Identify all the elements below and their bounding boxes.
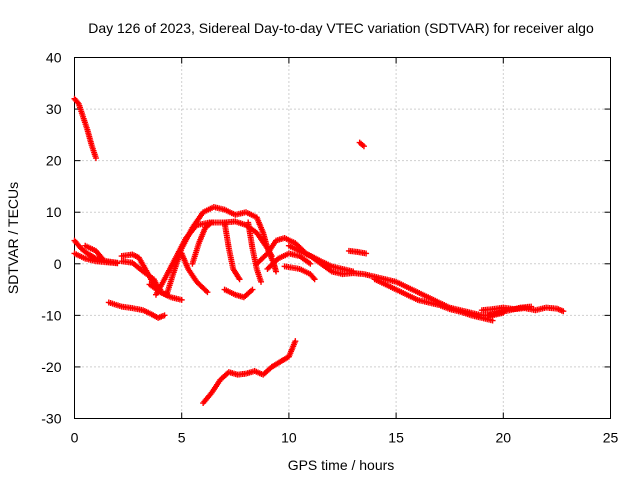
series-arc23 (345, 247, 370, 257)
data-point (208, 219, 215, 226)
series-arc15 (245, 219, 265, 285)
x-tick-label: 5 (178, 430, 186, 446)
data-point (273, 268, 280, 275)
data-point (310, 274, 317, 281)
y-tick-label: 0 (54, 256, 62, 272)
grid (74, 57, 611, 419)
series-arc12 (189, 219, 215, 267)
data-point (560, 308, 567, 315)
data-point (207, 220, 214, 227)
data-point (98, 254, 105, 261)
data-point (99, 255, 106, 262)
data-point (114, 260, 121, 267)
y-tick-label: 20 (46, 153, 62, 169)
data-point (178, 296, 185, 303)
y-tick-label: -20 (41, 359, 61, 375)
series-arc7 (146, 281, 185, 303)
data-point (161, 312, 168, 319)
series-arc18 (281, 263, 318, 283)
data-point (249, 286, 256, 293)
y-tick-label: -30 (41, 411, 61, 427)
data-point (258, 278, 265, 285)
x-tick-label: 25 (603, 430, 619, 446)
ticks: 0 5 10 15 20 25 -30 -20 -10 0 10 20 30 40 (41, 50, 618, 446)
x-tick-label: 15 (388, 430, 404, 446)
series-arc22 (485, 303, 535, 319)
series-arc10 (152, 218, 280, 298)
plot-frame (74, 57, 611, 419)
x-tick-label: 20 (496, 430, 512, 446)
series-arc21 (478, 304, 567, 315)
data-point (363, 250, 370, 257)
data-point (204, 289, 211, 296)
series-arc17 (264, 250, 314, 272)
data-point (74, 99, 81, 106)
series-arc3 (71, 250, 121, 267)
y-tick-label: -10 (41, 307, 61, 323)
data-point (489, 317, 496, 324)
data-point (236, 276, 243, 283)
data-point (311, 276, 318, 283)
series-arc13 (221, 219, 243, 283)
data-point (292, 338, 299, 345)
data-point (307, 260, 314, 267)
data-point (528, 303, 535, 310)
x-axis-label: GPS time / hours (288, 457, 395, 473)
data-point (360, 143, 367, 150)
series-arc14 (221, 286, 256, 301)
series-arc20 (371, 276, 496, 324)
y-tick-label: 30 (46, 101, 62, 117)
series-arc24 (356, 139, 367, 150)
x-tick-label: 10 (281, 430, 297, 446)
series-arc25 (200, 338, 299, 407)
series-arc11 (178, 250, 211, 296)
y-axis-label: SDTVAR / TECUs (5, 182, 21, 294)
series-arc4 (82, 242, 106, 262)
data-points (71, 95, 567, 407)
y-tick-label: 10 (46, 204, 62, 220)
data-point (92, 155, 99, 162)
y-tick-label: 40 (46, 50, 62, 66)
series-arc1 (71, 95, 99, 162)
chart-title: Day 126 of 2023, Sidereal Day-to-day VTE… (88, 20, 594, 36)
x-tick-label: 0 (71, 430, 79, 446)
series-arc8 (105, 299, 168, 321)
